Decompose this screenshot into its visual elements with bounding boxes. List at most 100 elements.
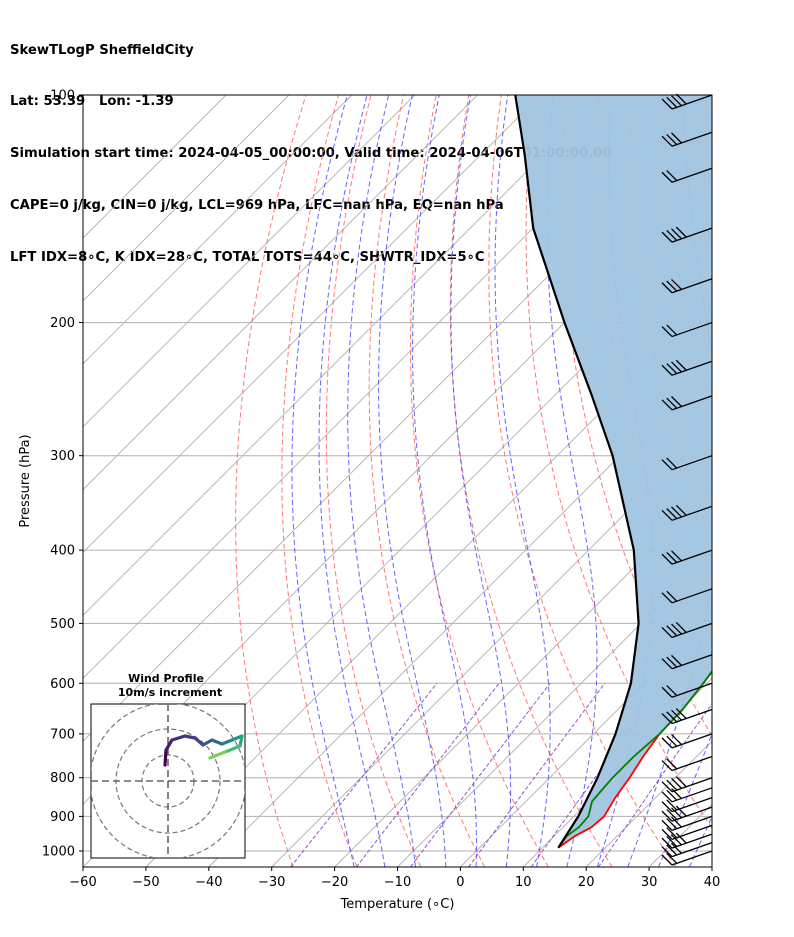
y-tick-label: 1000 <box>42 844 75 859</box>
cape-fill <box>515 95 712 848</box>
wind-barb <box>661 455 713 471</box>
barb-flag <box>661 399 673 411</box>
hodograph-trace <box>201 738 214 747</box>
hodograph-trace <box>238 734 244 748</box>
chart-header: SkewTLogP SheffieldCity Lat: 53.39 Lon: … <box>10 7 612 284</box>
barb-flag <box>671 506 682 518</box>
profile-lines <box>514 95 712 849</box>
barb-flag <box>666 363 678 375</box>
barb-flag <box>675 708 687 720</box>
barb-flag <box>661 364 673 376</box>
wind-barb <box>661 167 713 183</box>
barb-flag <box>661 810 673 822</box>
hodograph-trace <box>183 734 197 740</box>
x-tick-label: 20 <box>578 875 595 890</box>
moist-adiabat <box>291 95 355 867</box>
barb-flag <box>661 791 673 803</box>
x-tick-label: −50 <box>132 875 159 890</box>
barb-flag <box>666 779 678 791</box>
wind-barb <box>661 850 713 866</box>
moist-adiabat <box>494 95 551 867</box>
barb-flag <box>671 132 682 144</box>
barb-flag <box>661 801 673 813</box>
barb-flag <box>666 827 678 839</box>
barb-flag <box>675 226 687 238</box>
barb-flag <box>666 229 678 241</box>
barb-flag <box>671 228 682 240</box>
dry-adiabat <box>281 95 358 867</box>
hodograph-inset: Wind Profile 10m/s increment <box>90 672 246 859</box>
barb-shaft <box>671 278 713 294</box>
x-tick-label: −10 <box>384 875 411 890</box>
inset-subtitle: 10m/s increment <box>118 686 222 699</box>
barb-flag <box>666 789 678 801</box>
x-axis-label: Temperature (∘C) <box>340 897 455 912</box>
barb-flag <box>671 807 682 819</box>
wind-barb <box>661 588 713 604</box>
barb-shaft <box>671 167 713 183</box>
barb-flag <box>661 846 673 858</box>
mixing-ratio-line <box>290 682 438 867</box>
barb-flag <box>666 758 678 770</box>
barb-shaft <box>671 777 713 793</box>
barb-flag <box>661 231 673 243</box>
barb-shaft <box>671 227 713 243</box>
isotherm <box>83 95 541 554</box>
barb-flag <box>666 735 678 747</box>
barb-flag <box>675 504 687 516</box>
dry-adiabat <box>368 95 485 867</box>
isotherm <box>83 95 604 617</box>
profile-line <box>514 95 640 849</box>
barb-flag <box>661 626 673 638</box>
wind-barb <box>661 93 713 110</box>
wind-barb <box>661 815 713 832</box>
mixing-ratio-line <box>468 683 606 867</box>
dry-adiabat <box>488 95 677 867</box>
wind-barb <box>661 395 713 411</box>
barb-flag <box>661 459 673 471</box>
barb-flag <box>666 170 678 182</box>
barb-shaft <box>671 505 713 521</box>
hodograph-trace <box>223 744 242 754</box>
barb-flag <box>666 656 678 668</box>
barb-shaft <box>671 131 713 147</box>
barb-flag <box>666 134 678 146</box>
barb-flag <box>661 553 673 565</box>
y-tick-label: 300 <box>50 449 75 464</box>
barb-flag <box>661 171 673 183</box>
y-tick-label: 100 <box>50 89 75 104</box>
barb-flag <box>661 98 673 110</box>
barb-flag <box>671 654 682 666</box>
wind-barb <box>661 832 713 849</box>
y-tick-label: 500 <box>50 617 75 632</box>
barb-flag <box>666 457 678 469</box>
profile-line <box>557 670 712 849</box>
mixing-ratio-line <box>409 682 551 867</box>
x-tick-label: 40 <box>704 875 721 890</box>
barb-flag <box>666 836 678 847</box>
y-axis: 1000 900 800 700 600 500 400 300 200 100 <box>42 89 83 859</box>
barb-shaft <box>671 797 713 813</box>
barb-flag <box>661 819 673 831</box>
wind-barb <box>661 226 713 243</box>
barb-flag <box>666 685 678 697</box>
barb-flag <box>661 737 673 749</box>
barb-flag <box>671 95 682 107</box>
barb-shaft <box>671 395 713 411</box>
barb-flag <box>671 396 682 407</box>
hodograph-trace <box>208 750 227 760</box>
y-axis-label: Pressure (hPa) <box>18 434 33 527</box>
moist-adiabat <box>450 95 512 867</box>
mixing-ratio-line <box>355 682 500 867</box>
isotherm <box>83 95 290 302</box>
moist-adiabat <box>347 95 416 867</box>
barb-flag <box>671 361 682 373</box>
wind-barb <box>661 321 713 338</box>
moist-adiabat <box>720 95 794 867</box>
barb-shaft <box>671 824 713 840</box>
x-tick-label: 30 <box>641 875 658 890</box>
wind-barb <box>661 278 713 294</box>
cape-shading <box>515 95 712 848</box>
barb-flag <box>661 592 673 604</box>
